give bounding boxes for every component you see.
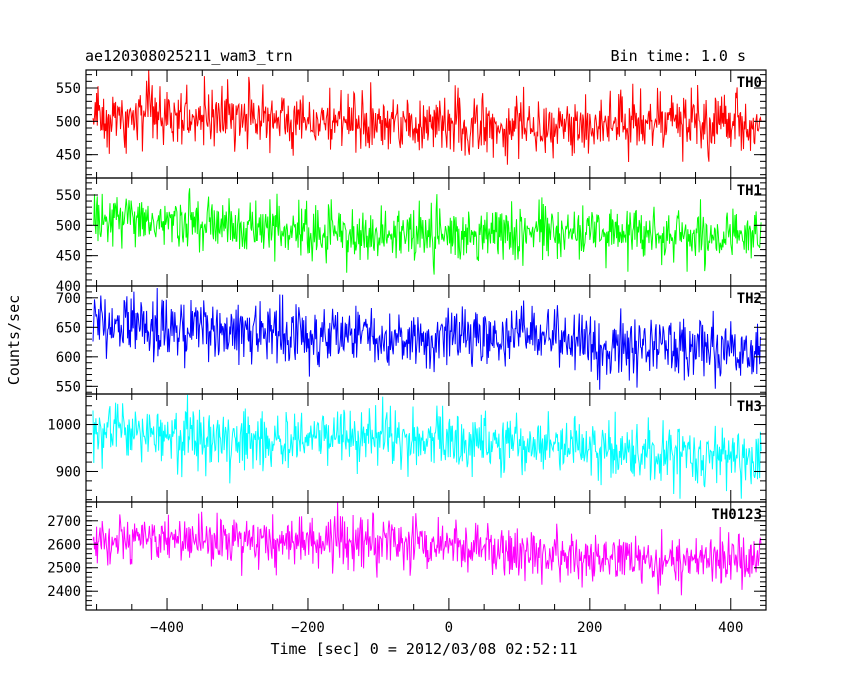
y-tick-label: 500 [56,114,81,130]
y-tick-label: 2500 [47,561,81,577]
panel-th1: 400 450 500 550 TH1 [56,177,767,295]
y-axis-title: Counts/sec [5,295,23,385]
y-tick-label: 2600 [47,537,81,553]
panel-label: TH1 [737,183,762,199]
series-line-th2 [92,287,762,390]
chart-title-left: ae120308025211_wam3_trn [85,47,293,65]
y-tick-label: 450 [56,148,81,164]
y-tick-label: 550 [56,81,81,97]
y-tick-label: 550 [56,379,81,395]
x-tick-label: 0 [445,620,453,636]
series-line-th0123 [92,502,762,596]
panels-group: 450 500 550 TH0 400 450 500 550 TH1 550 600 650 700 T… [47,69,767,611]
x-tick-label: −400 [150,620,184,636]
y-tick-label: 650 [56,320,81,336]
y-tick-label: 1000 [47,418,81,434]
x-tick-label: 400 [718,620,743,636]
series-line-th1 [92,188,762,275]
y-tick-label: 2400 [47,584,81,600]
panel-frame [85,501,767,611]
x-axis-title: Time [sec] 0 = 2012/03/08 02:52:11 [270,640,577,658]
y-tick-label: 500 [56,218,81,234]
y-tick-label: 550 [56,188,81,204]
x-tick-label: 200 [577,620,602,636]
panel-label: TH0123 [711,507,762,523]
series-line-th3 [92,394,762,499]
chart-title-right: Bin time: 1.0 s [611,47,746,65]
x-tick-labels: −400 −200 0 200 400 [150,620,743,636]
y-tick-label: 2700 [47,514,81,530]
panel-label: TH0 [737,75,762,91]
y-tick-label: 600 [56,350,81,366]
panel-th0: 450 500 550 TH0 [56,69,767,179]
panel-label: TH3 [737,399,762,415]
y-tick-label: 700 [56,291,81,307]
y-tick-label: 450 [56,249,81,265]
panel-th2: 550 600 650 700 TH2 [56,285,767,395]
panel-th3: 900 1000 TH3 [47,393,767,503]
series-line-th0 [92,70,762,165]
x-tick-label: −200 [291,620,325,636]
y-tick-label: 900 [56,464,81,480]
y-tick-label: 400 [56,279,81,295]
panel-th0123: 2400 2500 2600 2700 TH0123 [47,501,767,611]
panel-label: TH2 [737,291,762,307]
